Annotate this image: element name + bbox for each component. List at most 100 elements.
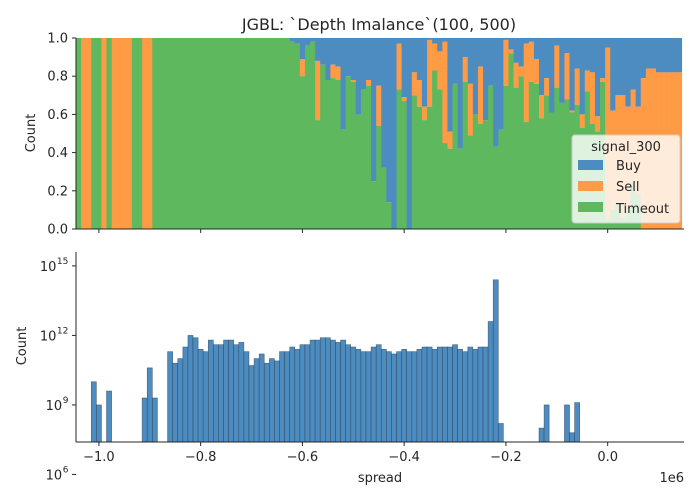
top-bar-buy xyxy=(462,38,469,58)
top-bar-buy xyxy=(574,38,581,69)
top-bar-sell xyxy=(584,70,591,92)
top-bar-timeout xyxy=(528,81,535,230)
top-bar-buy xyxy=(396,38,403,44)
bottom-bar xyxy=(355,349,362,443)
top-bar-buy xyxy=(554,38,560,46)
top-bar-buy xyxy=(483,38,489,121)
legend-swatch-timeout xyxy=(578,202,603,212)
top-bar-timeout xyxy=(564,99,571,230)
top-bar-buy xyxy=(549,38,555,113)
top-bars-group xyxy=(76,38,683,230)
top-bar-buy xyxy=(432,38,438,44)
top-bar-timeout xyxy=(238,38,245,229)
legend-frame xyxy=(571,134,681,224)
top-bar-buy xyxy=(594,38,601,117)
top-y-tick-label: 0.2 xyxy=(47,184,68,199)
top-bar-buy xyxy=(584,38,591,71)
top-y-axis-label: Count xyxy=(24,114,39,153)
top-bar-timeout xyxy=(538,118,545,229)
top-bar-timeout xyxy=(355,114,362,229)
top-bar-buy xyxy=(371,38,377,182)
bottom-bar xyxy=(233,344,240,443)
top-bar-sell xyxy=(437,51,443,90)
top-bar-sell xyxy=(416,80,423,107)
top-bar-timeout xyxy=(605,219,611,229)
bottom-bar xyxy=(492,279,499,443)
top-bar-sell xyxy=(528,41,535,82)
top-bar-timeout xyxy=(371,181,377,229)
top-bar-sell xyxy=(477,66,484,124)
top-bar-sell xyxy=(513,62,520,88)
bottom-bar xyxy=(243,351,250,443)
top-bar-sell xyxy=(569,110,576,113)
bottom-bar xyxy=(177,358,184,443)
bottom-bar xyxy=(564,404,570,443)
top-bar-sell xyxy=(574,68,581,105)
top-bar-timeout xyxy=(284,38,291,229)
top-bar-buy xyxy=(544,38,550,79)
top-bar-buy xyxy=(605,38,611,48)
top-bar-timeout xyxy=(452,83,459,229)
top-bar-timeout xyxy=(523,122,530,229)
top-bar-buy xyxy=(401,38,408,98)
top-bar-timeout xyxy=(264,38,270,229)
top-bar-buy xyxy=(406,38,413,229)
bottom-bar xyxy=(421,346,428,443)
top-bar-buy xyxy=(467,38,474,84)
bottom-bar xyxy=(187,335,194,443)
top-bar-sell xyxy=(432,43,438,71)
top-bar-timeout xyxy=(269,38,276,229)
top-bar-timeout xyxy=(325,80,331,230)
top-bar-timeout xyxy=(442,143,449,229)
top-bar-buy xyxy=(528,38,535,42)
top-bar-buy xyxy=(310,38,316,42)
top-bar-sell xyxy=(508,49,515,54)
top-bar-buy xyxy=(299,38,306,60)
top-bar-buy xyxy=(656,38,662,73)
top-bar-timeout xyxy=(157,38,164,229)
top-bar-buy xyxy=(650,38,657,69)
top-y-tick-label: 0.8 xyxy=(47,70,68,85)
bottom-bar xyxy=(360,351,367,443)
bottom-bar xyxy=(380,349,387,443)
top-bar-timeout xyxy=(299,76,306,229)
top-bar-timeout xyxy=(477,123,484,229)
bottom-bar xyxy=(213,344,219,443)
top-bar-timeout xyxy=(167,38,174,229)
top-bar-timeout xyxy=(488,85,494,229)
legend-title: signal_300 xyxy=(591,140,661,155)
top-bar-buy xyxy=(620,38,627,96)
top-bar-timeout xyxy=(320,64,326,230)
top-bar-timeout xyxy=(289,41,296,229)
top-bar-timeout xyxy=(549,112,555,229)
top-bar-timeout xyxy=(462,81,469,230)
bottom-bar xyxy=(253,358,260,443)
bottom-bar xyxy=(258,353,265,443)
top-bar-buy xyxy=(381,38,387,168)
top-bar-timeout xyxy=(559,102,566,229)
bottom-bar xyxy=(223,339,229,443)
top-bar-timeout xyxy=(248,38,255,229)
top-bar-timeout xyxy=(427,106,433,229)
bottom-bar xyxy=(574,402,580,443)
top-bar-timeout xyxy=(533,83,540,229)
bottom-bar xyxy=(248,365,255,443)
bottom-bar xyxy=(391,353,397,443)
bottom-bar xyxy=(335,342,341,443)
bottom-bar xyxy=(284,351,290,443)
top-bar-timeout xyxy=(335,80,342,230)
top-bar-timeout xyxy=(76,38,82,229)
top-bar-timeout xyxy=(457,148,464,229)
top-bar-sell xyxy=(447,131,454,149)
top-bar-buy xyxy=(457,38,464,149)
top-bar-timeout xyxy=(498,129,504,229)
top-bar-timeout xyxy=(421,120,428,229)
top-bar-sell xyxy=(350,80,357,82)
x-offset-label: 1e6 xyxy=(659,471,684,486)
bottom-bar xyxy=(228,339,235,443)
bottom-bar xyxy=(411,351,418,443)
top-bar-buy xyxy=(635,38,642,107)
top-bar-timeout xyxy=(310,41,316,229)
top-bar-buy xyxy=(503,38,510,40)
top-bar-buy xyxy=(533,38,540,60)
